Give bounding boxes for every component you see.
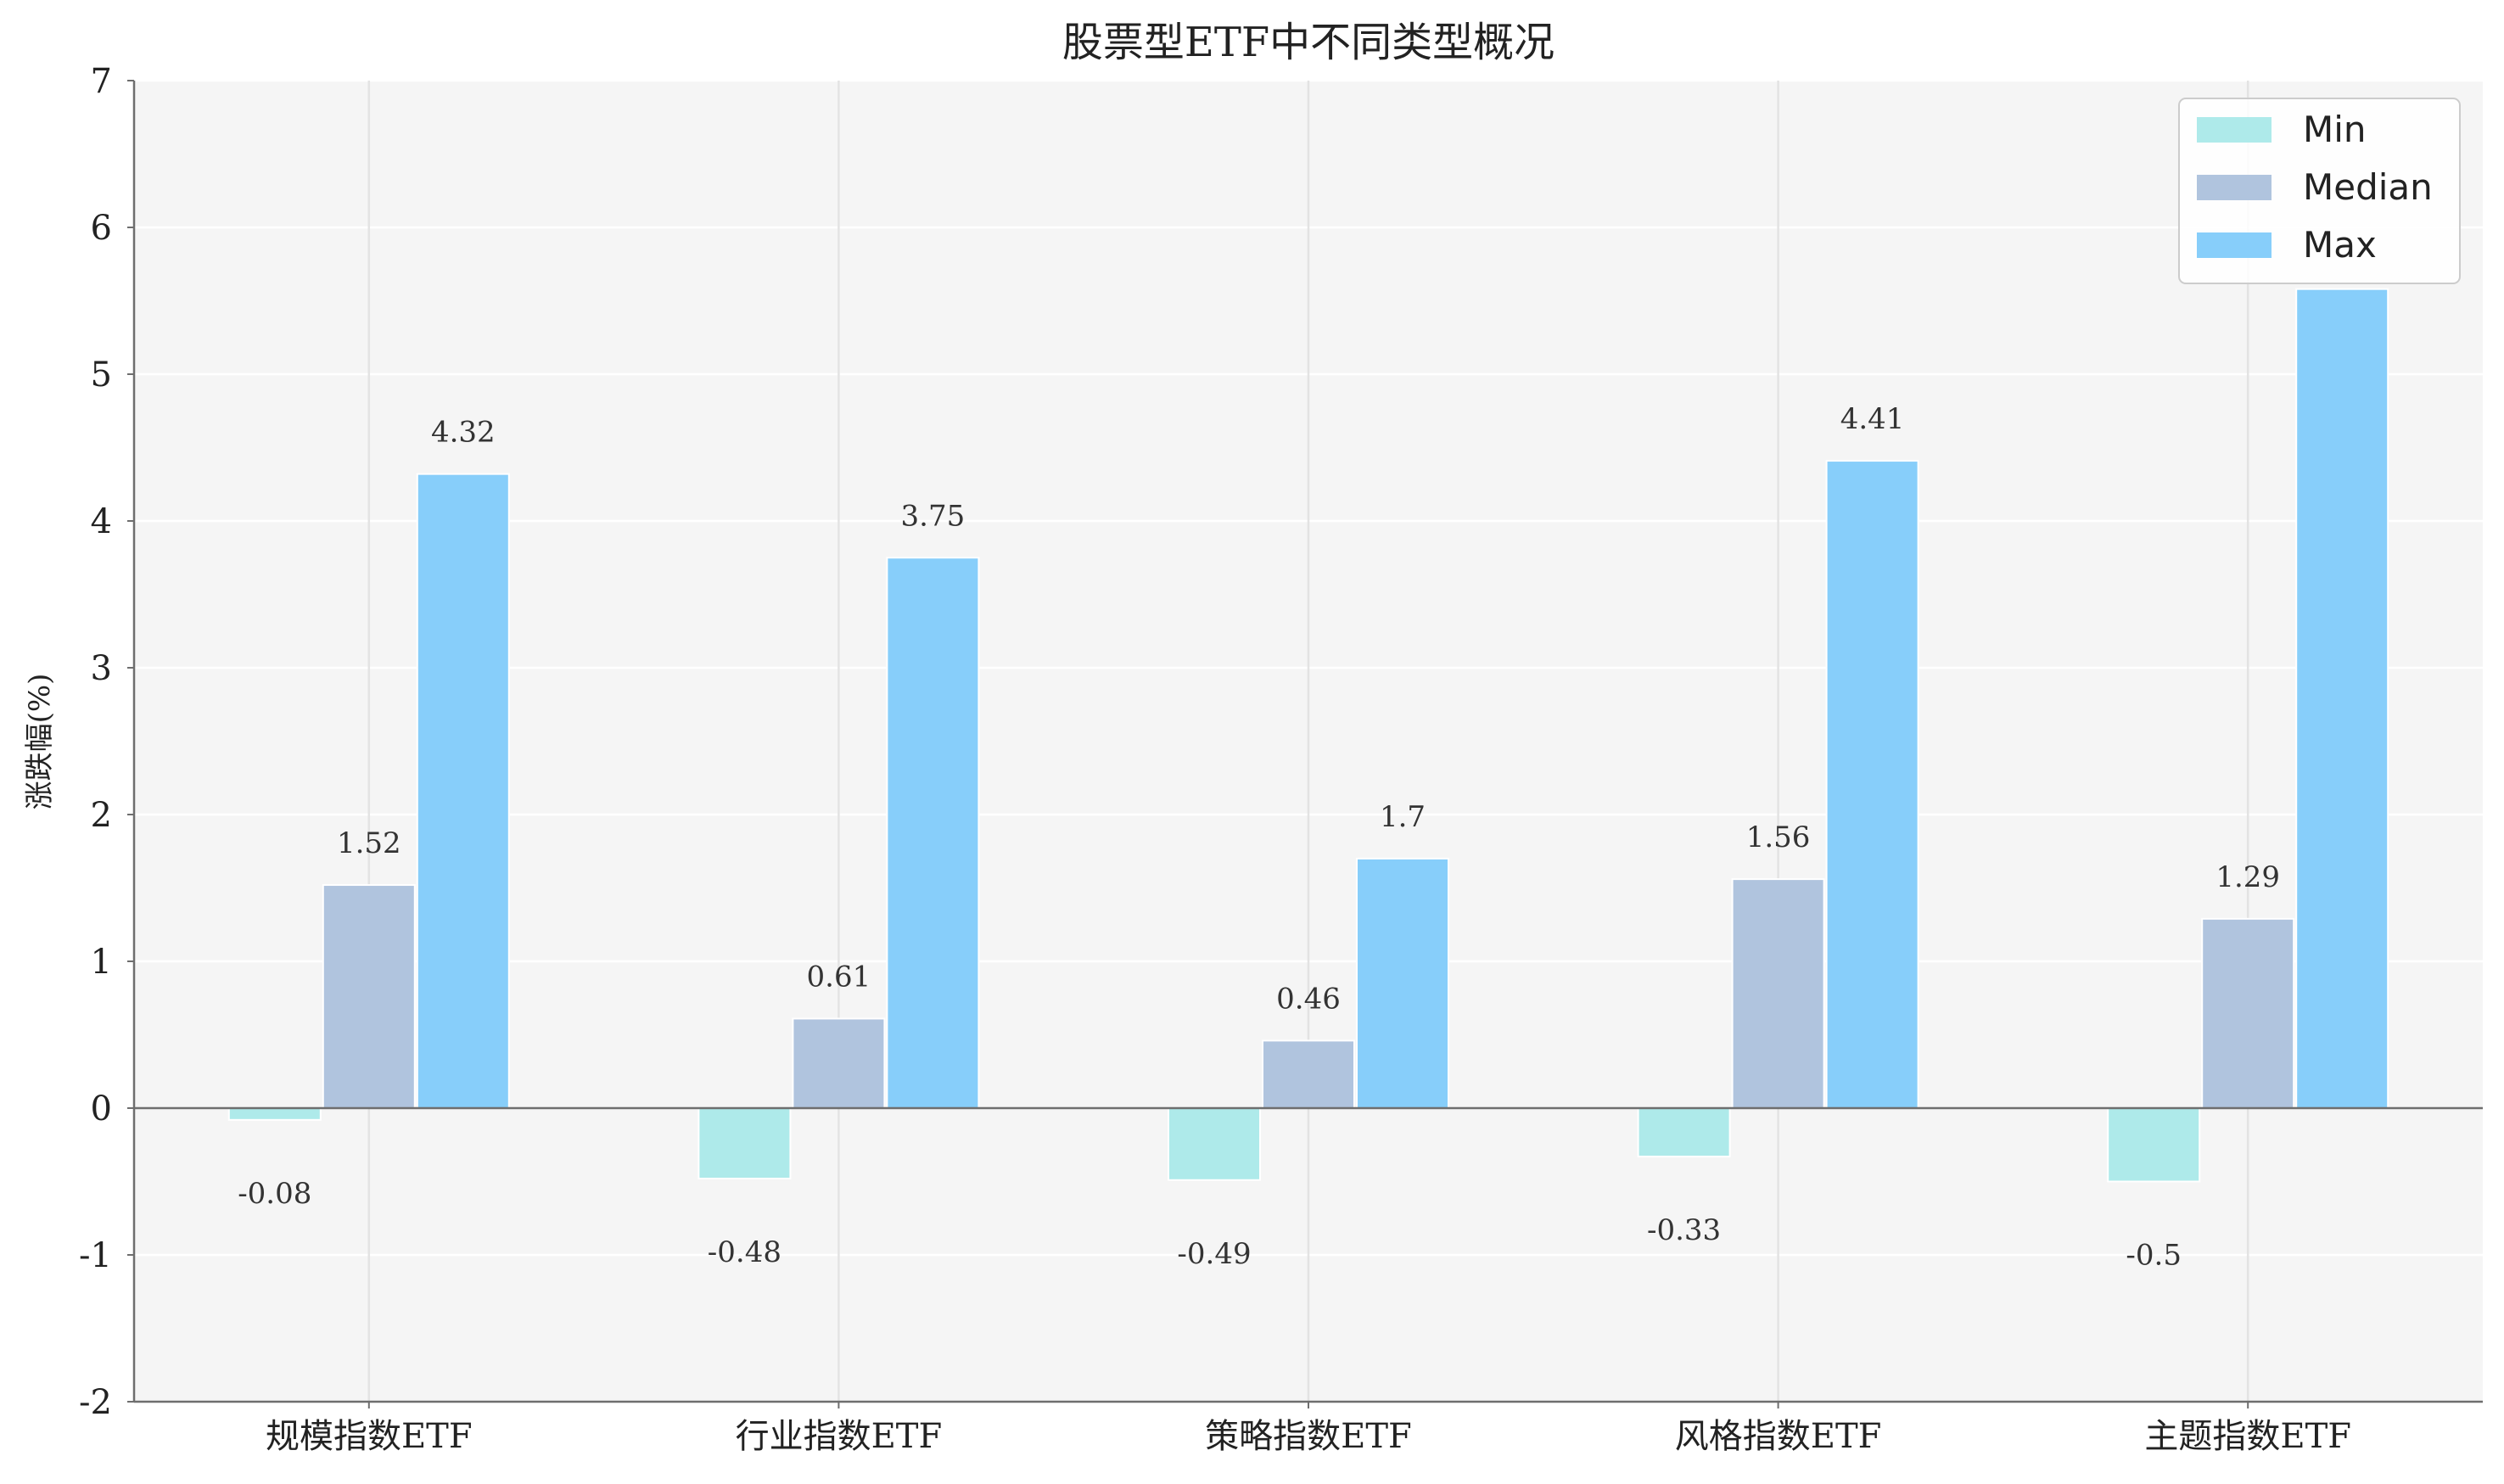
data-label: -0.33 [1647,1213,1721,1247]
data-label: -0.5 [2126,1239,2182,1273]
legend: Min Median Max [2178,98,2461,284]
bar-min [1168,1107,1261,1181]
data-label: -0.49 [1177,1237,1251,1271]
bar-median [792,1017,886,1109]
legend-label-median: Median [2303,166,2433,208]
y-tick-label: 7 [91,62,112,101]
data-label: 0.61 [807,960,871,994]
data-label: 4.41 [1840,402,1905,436]
bar-min [227,1107,322,1121]
legend-label-max: Max [2303,224,2377,266]
data-label: 0.46 [1276,982,1341,1016]
data-labels: -0.08 1.52 4.32 -0.48 0.61 3.75 -0.49 0.46 1.7 -0… [238,402,2280,1272]
x-tick-label: 规模指数ETF [266,1417,473,1456]
bar-max [1356,857,1449,1110]
y-tick-label: 0 [91,1089,112,1128]
chart-title: 股票型ETF中不同类型概况 [1062,19,1554,66]
data-label: 1.52 [337,826,401,860]
data-label: -0.08 [238,1177,311,1211]
legend-swatch-median [2197,175,2272,200]
bar-min [1637,1107,1731,1158]
bar-median [1731,878,1825,1109]
x-tick-label: 主题指数ETF [2144,1417,2351,1456]
data-label: 3.75 [901,499,966,533]
y-axis-label: 涨跌幅(%) [23,674,57,810]
x-tick-label: 风格指数ETF [1675,1417,1882,1456]
bar-min [697,1107,792,1180]
bar-median [1262,1039,1355,1110]
x-tick-label: 行业指数ETF [736,1417,943,1456]
y-tick-label: 6 [91,209,112,248]
bar-max [1825,460,1919,1109]
bar-max [416,473,510,1109]
bar-min [2107,1107,2201,1183]
bar-max [2295,288,2389,1110]
legend-label-min: Min [2303,109,2367,150]
x-tick-label: 策略指数ETF [1205,1417,1412,1456]
gridlines [134,79,2483,1403]
data-label: 4.32 [431,416,496,450]
bars [227,288,2389,1183]
y-tick-label: 5 [91,356,112,395]
legend-swatch-min [2197,117,2272,143]
y-tick-labels: -2 -1 0 1 2 3 4 5 6 7 [79,62,134,1422]
data-label: 1.56 [1746,820,1811,854]
y-tick-label: 3 [91,649,112,688]
legend-swatch-max [2197,232,2272,258]
y-tick-label: 4 [91,502,112,541]
data-label: 1.7 [1380,800,1426,834]
y-tick-label: -2 [79,1383,112,1422]
bar-median [322,884,416,1110]
x-tick-labels: 规模指数ETF 行业指数ETF 策略指数ETF 风格指数ETF 主题指数ETF [266,1402,2351,1456]
bar-max [886,557,980,1109]
data-label: 1.29 [2216,860,2280,894]
y-tick-label: 1 [91,943,112,982]
bar-median [2201,917,2295,1109]
y-tick-label: 2 [91,796,112,835]
y-tick-label: -1 [79,1236,112,1275]
data-label: -0.48 [708,1235,781,1269]
